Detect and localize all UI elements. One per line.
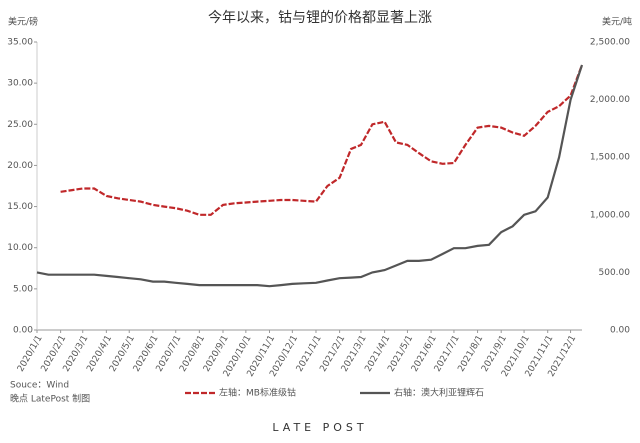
brand: LATE POST [272,421,367,434]
y2-tick-label: 1,500.00 [590,153,630,163]
y-axis-unit: 美元/磅 [8,16,38,28]
chart-title: 今年以来，钴与锂的价格都显著上涨 [208,10,432,26]
y-tick-label: 0.00 [13,326,33,336]
y2-tick-label: 0.00 [610,326,630,336]
y-tick-label: 20.00 [7,161,33,171]
y2-tick-label: 2,000.00 [590,95,630,105]
y2-tick-label: 500.00 [599,268,631,278]
series-line [60,64,584,216]
y-tick-label: 15.00 [7,202,33,212]
y-tick-label: 25.00 [7,120,33,130]
y2-axis-unit: 美元/吨 [602,16,632,28]
y-tick-label: 10.00 [7,243,33,253]
y-tick-label: 35.00 [7,38,33,48]
series-line [36,64,584,288]
legend-label: 左轴：MB标准级钴 [219,387,296,399]
credit: 晚点 LatePost 制图 [10,393,90,405]
y2-tick-label: 2,500.00 [590,38,630,48]
y2-tick-label: 1,000.00 [590,210,630,220]
source: Souce：Wind [10,381,69,391]
legend-label: 右轴：澳大利亚锂辉石 [394,387,484,399]
y-tick-label: 5.00 [13,284,33,294]
y-tick-label: 30.00 [7,79,33,89]
